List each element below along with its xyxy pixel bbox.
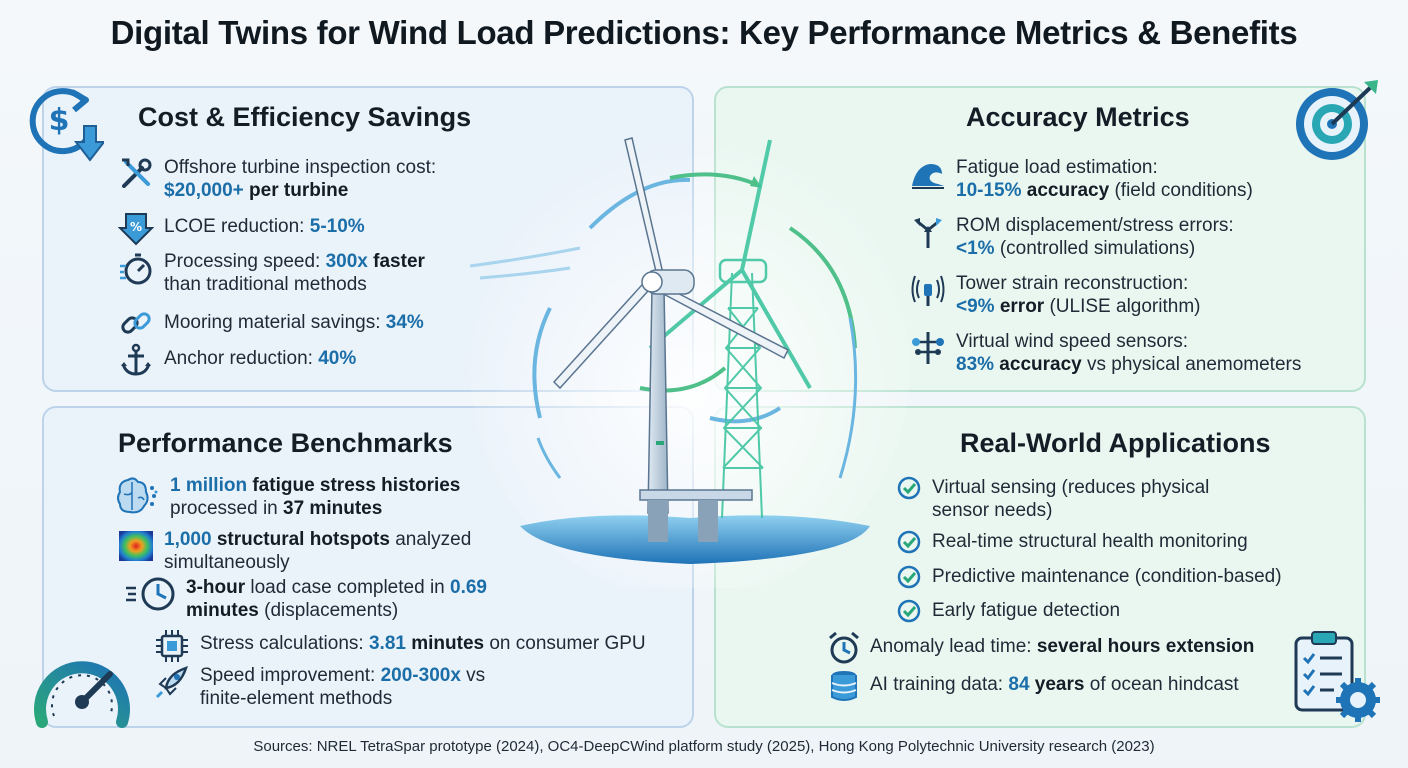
list-item: 3-hour load case completed in 0.69 minute… xyxy=(124,576,487,622)
list-item: Tower strain reconstruction: <9% error (U… xyxy=(910,272,1200,318)
list-item: Early fatigue detection xyxy=(896,599,1120,624)
check-icon xyxy=(897,565,921,589)
alarm-clock-icon xyxy=(826,630,862,666)
list-item: Predictive maintenance (condition-based) xyxy=(896,565,1282,590)
list-item: Virtual sensing (reduces physical sensor … xyxy=(896,476,1209,522)
list-item: 1 million fatigue stress histories proces… xyxy=(112,474,460,520)
split-arrows-icon xyxy=(910,214,946,250)
list-item: Stress calculations: 3.81 minutes on con… xyxy=(154,628,646,664)
cost-panel-title: Cost & Efficiency Savings xyxy=(138,102,472,132)
chain-icon xyxy=(118,306,154,342)
gauge-icon xyxy=(30,640,134,737)
applications-panel-title: Real-World Applications xyxy=(960,428,1271,458)
heatmap-icon xyxy=(118,528,154,564)
list-item: Offshore turbine inspection cost: $20,000… xyxy=(118,156,436,202)
list-item: Processing speed: 300x faster than tradit… xyxy=(118,250,425,296)
list-item: Speed improvement: 200-300x vs finite-ele… xyxy=(154,664,485,710)
check-icon xyxy=(897,599,921,623)
list-item: Anchor reduction: 40% xyxy=(118,342,356,378)
anchor-icon xyxy=(118,342,154,378)
page-title: Digital Twins for Wind Load Predictions:… xyxy=(110,14,1298,51)
weather-vane-icon xyxy=(910,330,946,366)
list-item: AI training data: 84 years of ocean hind… xyxy=(826,668,1239,704)
clock-icon xyxy=(124,576,176,612)
list-item: Fatigue load estimation: 10-15% accuracy … xyxy=(910,156,1253,202)
performance-panel-title: Performance Benchmarks xyxy=(118,428,453,458)
list-item: Real-time structural health monitoring xyxy=(896,530,1248,555)
percent-down-icon: % xyxy=(118,210,154,246)
list-item: % LCOE reduction: 5-10% xyxy=(118,210,365,246)
sources-footnote: Sources: NREL TetraSpar prototype (2024)… xyxy=(253,738,1155,755)
sensor-icon xyxy=(910,272,946,308)
list-item: ROM displacement/stress errors: <1% (cont… xyxy=(910,214,1234,260)
svg-text:%: % xyxy=(130,220,142,234)
check-icon xyxy=(897,530,921,554)
list-item: Mooring material savings: 34% xyxy=(118,306,424,342)
target-icon xyxy=(1292,78,1384,169)
list-item: 1,000 structural hotspots analyzed simult… xyxy=(118,528,471,574)
list-item: Virtual wind speed sensors: 83% accuracy … xyxy=(910,330,1301,376)
wave-icon xyxy=(910,156,946,192)
checklist-gear-icon xyxy=(1290,628,1386,729)
stopwatch-icon xyxy=(118,250,154,286)
wind-turbine-digital-twin-icon xyxy=(469,118,910,598)
list-item: Anomaly lead time: several hours extensi… xyxy=(826,630,1254,666)
svg-text:$: $ xyxy=(49,103,70,138)
accuracy-panel-title: Accuracy Metrics xyxy=(966,102,1190,132)
rocket-icon xyxy=(154,664,190,700)
database-icon xyxy=(826,668,862,704)
check-icon xyxy=(897,476,921,500)
chip-icon xyxy=(154,628,190,664)
brain-icon xyxy=(112,474,158,520)
tools-icon xyxy=(118,156,154,192)
dollar-down-icon: $ xyxy=(26,80,107,175)
